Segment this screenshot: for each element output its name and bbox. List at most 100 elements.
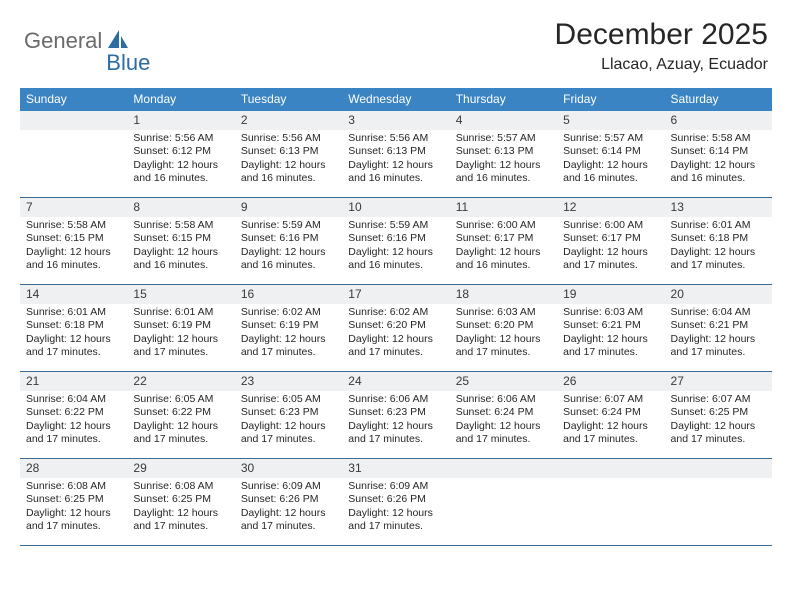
day-number: 7 <box>20 198 127 217</box>
day-details: Sunrise: 6:06 AMSunset: 6:23 PMDaylight:… <box>342 391 449 451</box>
daylight-text: Daylight: 12 hours and 17 minutes. <box>133 507 228 534</box>
day-details: Sunrise: 6:08 AMSunset: 6:25 PMDaylight:… <box>127 478 234 538</box>
sunset-text: Sunset: 6:17 PM <box>456 232 551 245</box>
daylight-text: Daylight: 12 hours and 16 minutes. <box>348 246 443 273</box>
day-number: 6 <box>665 111 772 130</box>
daylight-text: Daylight: 12 hours and 17 minutes. <box>348 333 443 360</box>
calendar-day-cell: 29Sunrise: 6:08 AMSunset: 6:25 PMDayligh… <box>127 459 234 545</box>
day-number: 16 <box>235 285 342 304</box>
day-number <box>665 459 772 478</box>
sunset-text: Sunset: 6:25 PM <box>671 406 766 419</box>
calendar-day-cell: 20Sunrise: 6:04 AMSunset: 6:21 PMDayligh… <box>665 285 772 371</box>
sunset-text: Sunset: 6:18 PM <box>26 319 121 332</box>
sunset-text: Sunset: 6:15 PM <box>26 232 121 245</box>
sunset-text: Sunset: 6:20 PM <box>456 319 551 332</box>
sunset-text: Sunset: 6:21 PM <box>563 319 658 332</box>
calendar-day-cell: 8Sunrise: 5:58 AMSunset: 6:15 PMDaylight… <box>127 198 234 284</box>
daylight-text: Daylight: 12 hours and 16 minutes. <box>671 159 766 186</box>
sunrise-text: Sunrise: 5:57 AM <box>456 132 551 145</box>
day-number: 2 <box>235 111 342 130</box>
sunset-text: Sunset: 6:17 PM <box>563 232 658 245</box>
sunset-text: Sunset: 6:25 PM <box>26 493 121 506</box>
day-number: 22 <box>127 372 234 391</box>
day-details: Sunrise: 5:58 AMSunset: 6:15 PMDaylight:… <box>127 217 234 277</box>
sunset-text: Sunset: 6:13 PM <box>241 145 336 158</box>
calendar-day-cell: 2Sunrise: 5:56 AMSunset: 6:13 PMDaylight… <box>235 111 342 197</box>
sunrise-text: Sunrise: 6:08 AM <box>26 480 121 493</box>
daylight-text: Daylight: 12 hours and 17 minutes. <box>348 420 443 447</box>
calendar-day-cell <box>20 111 127 197</box>
calendar-day-cell: 4Sunrise: 5:57 AMSunset: 6:13 PMDaylight… <box>450 111 557 197</box>
calendar-day-cell: 21Sunrise: 6:04 AMSunset: 6:22 PMDayligh… <box>20 372 127 458</box>
sunrise-text: Sunrise: 6:07 AM <box>671 393 766 406</box>
daylight-text: Daylight: 12 hours and 17 minutes. <box>241 507 336 534</box>
day-details: Sunrise: 5:58 AMSunset: 6:14 PMDaylight:… <box>665 130 772 190</box>
calendar-day-cell: 7Sunrise: 5:58 AMSunset: 6:15 PMDaylight… <box>20 198 127 284</box>
weekday-header: Sunday <box>20 88 127 111</box>
title-block: December 2025 Llacao, Azuay, Ecuador <box>555 18 768 74</box>
calendar-day-cell <box>450 459 557 545</box>
sunset-text: Sunset: 6:16 PM <box>348 232 443 245</box>
day-details: Sunrise: 6:04 AMSunset: 6:21 PMDaylight:… <box>665 304 772 364</box>
calendar-day-cell: 3Sunrise: 5:56 AMSunset: 6:13 PMDaylight… <box>342 111 449 197</box>
weekday-header: Monday <box>127 88 234 111</box>
calendar-day-cell: 1Sunrise: 5:56 AMSunset: 6:12 PMDaylight… <box>127 111 234 197</box>
logo-text-blue: Blue <box>106 50 150 76</box>
logo: General Blue <box>24 18 150 64</box>
day-number: 5 <box>557 111 664 130</box>
day-number: 8 <box>127 198 234 217</box>
sunset-text: Sunset: 6:26 PM <box>348 493 443 506</box>
sunrise-text: Sunrise: 6:03 AM <box>456 306 551 319</box>
day-details: Sunrise: 5:57 AMSunset: 6:13 PMDaylight:… <box>450 130 557 190</box>
day-number: 23 <box>235 372 342 391</box>
sunrise-text: Sunrise: 6:06 AM <box>348 393 443 406</box>
sunrise-text: Sunrise: 6:04 AM <box>26 393 121 406</box>
sunrise-text: Sunrise: 5:56 AM <box>348 132 443 145</box>
sunset-text: Sunset: 6:12 PM <box>133 145 228 158</box>
day-details: Sunrise: 6:03 AMSunset: 6:21 PMDaylight:… <box>557 304 664 364</box>
daylight-text: Daylight: 12 hours and 16 minutes. <box>26 246 121 273</box>
day-details: Sunrise: 6:09 AMSunset: 6:26 PMDaylight:… <box>342 478 449 538</box>
calendar-week-row: 28Sunrise: 6:08 AMSunset: 6:25 PMDayligh… <box>20 459 772 546</box>
day-number: 27 <box>665 372 772 391</box>
weekday-header: Thursday <box>450 88 557 111</box>
calendar-day-cell: 24Sunrise: 6:06 AMSunset: 6:23 PMDayligh… <box>342 372 449 458</box>
sunrise-text: Sunrise: 5:58 AM <box>133 219 228 232</box>
day-details: Sunrise: 6:01 AMSunset: 6:18 PMDaylight:… <box>20 304 127 364</box>
sunrise-text: Sunrise: 6:08 AM <box>133 480 228 493</box>
daylight-text: Daylight: 12 hours and 17 minutes. <box>133 333 228 360</box>
sunrise-text: Sunrise: 6:09 AM <box>241 480 336 493</box>
sunset-text: Sunset: 6:14 PM <box>671 145 766 158</box>
sunset-text: Sunset: 6:23 PM <box>241 406 336 419</box>
day-number: 18 <box>450 285 557 304</box>
day-details: Sunrise: 5:59 AMSunset: 6:16 PMDaylight:… <box>235 217 342 277</box>
sunset-text: Sunset: 6:16 PM <box>241 232 336 245</box>
calendar-day-cell: 18Sunrise: 6:03 AMSunset: 6:20 PMDayligh… <box>450 285 557 371</box>
day-number: 30 <box>235 459 342 478</box>
day-details: Sunrise: 5:56 AMSunset: 6:13 PMDaylight:… <box>342 130 449 190</box>
daylight-text: Daylight: 12 hours and 17 minutes. <box>26 507 121 534</box>
weekday-header: Tuesday <box>235 88 342 111</box>
month-title: December 2025 <box>555 18 768 52</box>
day-number: 17 <box>342 285 449 304</box>
calendar-day-cell: 13Sunrise: 6:01 AMSunset: 6:18 PMDayligh… <box>665 198 772 284</box>
sunrise-text: Sunrise: 6:02 AM <box>241 306 336 319</box>
daylight-text: Daylight: 12 hours and 16 minutes. <box>456 159 551 186</box>
sunrise-text: Sunrise: 6:04 AM <box>671 306 766 319</box>
calendar-week-row: 1Sunrise: 5:56 AMSunset: 6:12 PMDaylight… <box>20 111 772 198</box>
sunset-text: Sunset: 6:22 PM <box>26 406 121 419</box>
day-details: Sunrise: 5:56 AMSunset: 6:13 PMDaylight:… <box>235 130 342 190</box>
calendar-day-cell: 23Sunrise: 6:05 AMSunset: 6:23 PMDayligh… <box>235 372 342 458</box>
day-number <box>450 459 557 478</box>
calendar-day-cell: 31Sunrise: 6:09 AMSunset: 6:26 PMDayligh… <box>342 459 449 545</box>
sunrise-text: Sunrise: 6:01 AM <box>671 219 766 232</box>
sunrise-text: Sunrise: 6:01 AM <box>133 306 228 319</box>
day-details: Sunrise: 6:02 AMSunset: 6:19 PMDaylight:… <box>235 304 342 364</box>
day-details: Sunrise: 5:59 AMSunset: 6:16 PMDaylight:… <box>342 217 449 277</box>
day-number: 28 <box>20 459 127 478</box>
day-details: Sunrise: 6:04 AMSunset: 6:22 PMDaylight:… <box>20 391 127 451</box>
day-details: Sunrise: 6:08 AMSunset: 6:25 PMDaylight:… <box>20 478 127 538</box>
sunset-text: Sunset: 6:20 PM <box>348 319 443 332</box>
sunset-text: Sunset: 6:25 PM <box>133 493 228 506</box>
daylight-text: Daylight: 12 hours and 17 minutes. <box>671 420 766 447</box>
